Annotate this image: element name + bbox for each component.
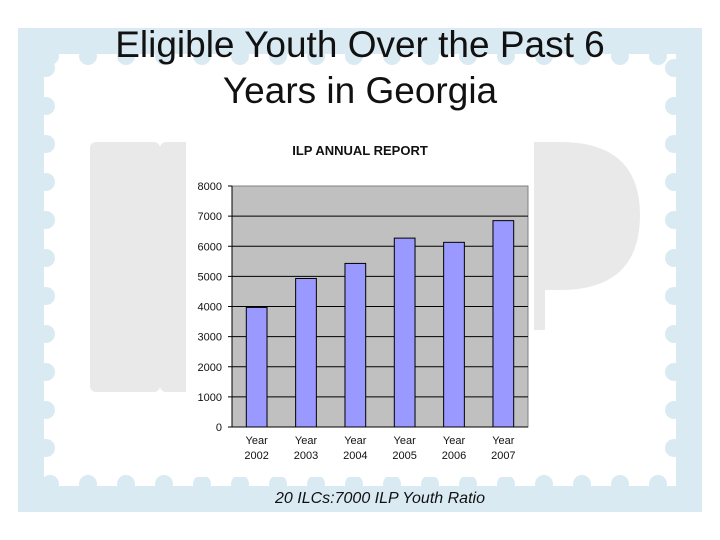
bar-2003 <box>295 277 317 428</box>
y-tick-label: 5000 <box>198 271 222 283</box>
x-tick-label: Year 2003 <box>294 435 318 462</box>
x-tick-label: Year 2007 <box>491 435 515 462</box>
x-tick-label: Year 2005 <box>392 435 416 462</box>
y-tick-label: 2000 <box>198 362 222 374</box>
y-tick-label: 4000 <box>198 302 222 314</box>
bar-2004 <box>344 262 367 428</box>
x-tick-label: Year 2006 <box>442 435 466 462</box>
bar-2006 <box>443 241 465 428</box>
slide-title-line-2: Years in Georgia <box>222 70 498 111</box>
slide-caption: 20 ILCs:7000 ILP Youth Ratio <box>275 490 485 507</box>
y-tick-label: 1000 <box>198 392 222 404</box>
y-tick-label: 6000 <box>198 241 222 253</box>
y-tick-label: 3000 <box>198 332 222 344</box>
chart-panel: ILP ANNUAL REPORT 0 1000 2000 3000 4000 5000 60… <box>186 137 534 477</box>
slide-title: Eligible Youth Over the Past 6 Years in … <box>40 22 680 114</box>
bar-2005 <box>393 237 416 428</box>
x-tick-label: Year 2002 <box>244 435 268 462</box>
x-tick-label: Year 2004 <box>343 435 367 462</box>
stamp-frame <box>18 28 702 512</box>
y-tick-label: 0 <box>216 422 222 434</box>
slide-title-line-1: Eligible Youth Over the Past 6 <box>115 24 605 65</box>
y-tick-label: 7000 <box>198 211 222 223</box>
bar-2007 <box>492 220 515 428</box>
bar-2002 <box>245 306 268 428</box>
bar-chart: ILP ANNUAL REPORT 0 1000 2000 3000 4000 5000 60… <box>198 143 529 462</box>
y-tick-label: 8000 <box>198 181 222 193</box>
chart-title: ILP ANNUAL REPORT <box>292 143 428 158</box>
